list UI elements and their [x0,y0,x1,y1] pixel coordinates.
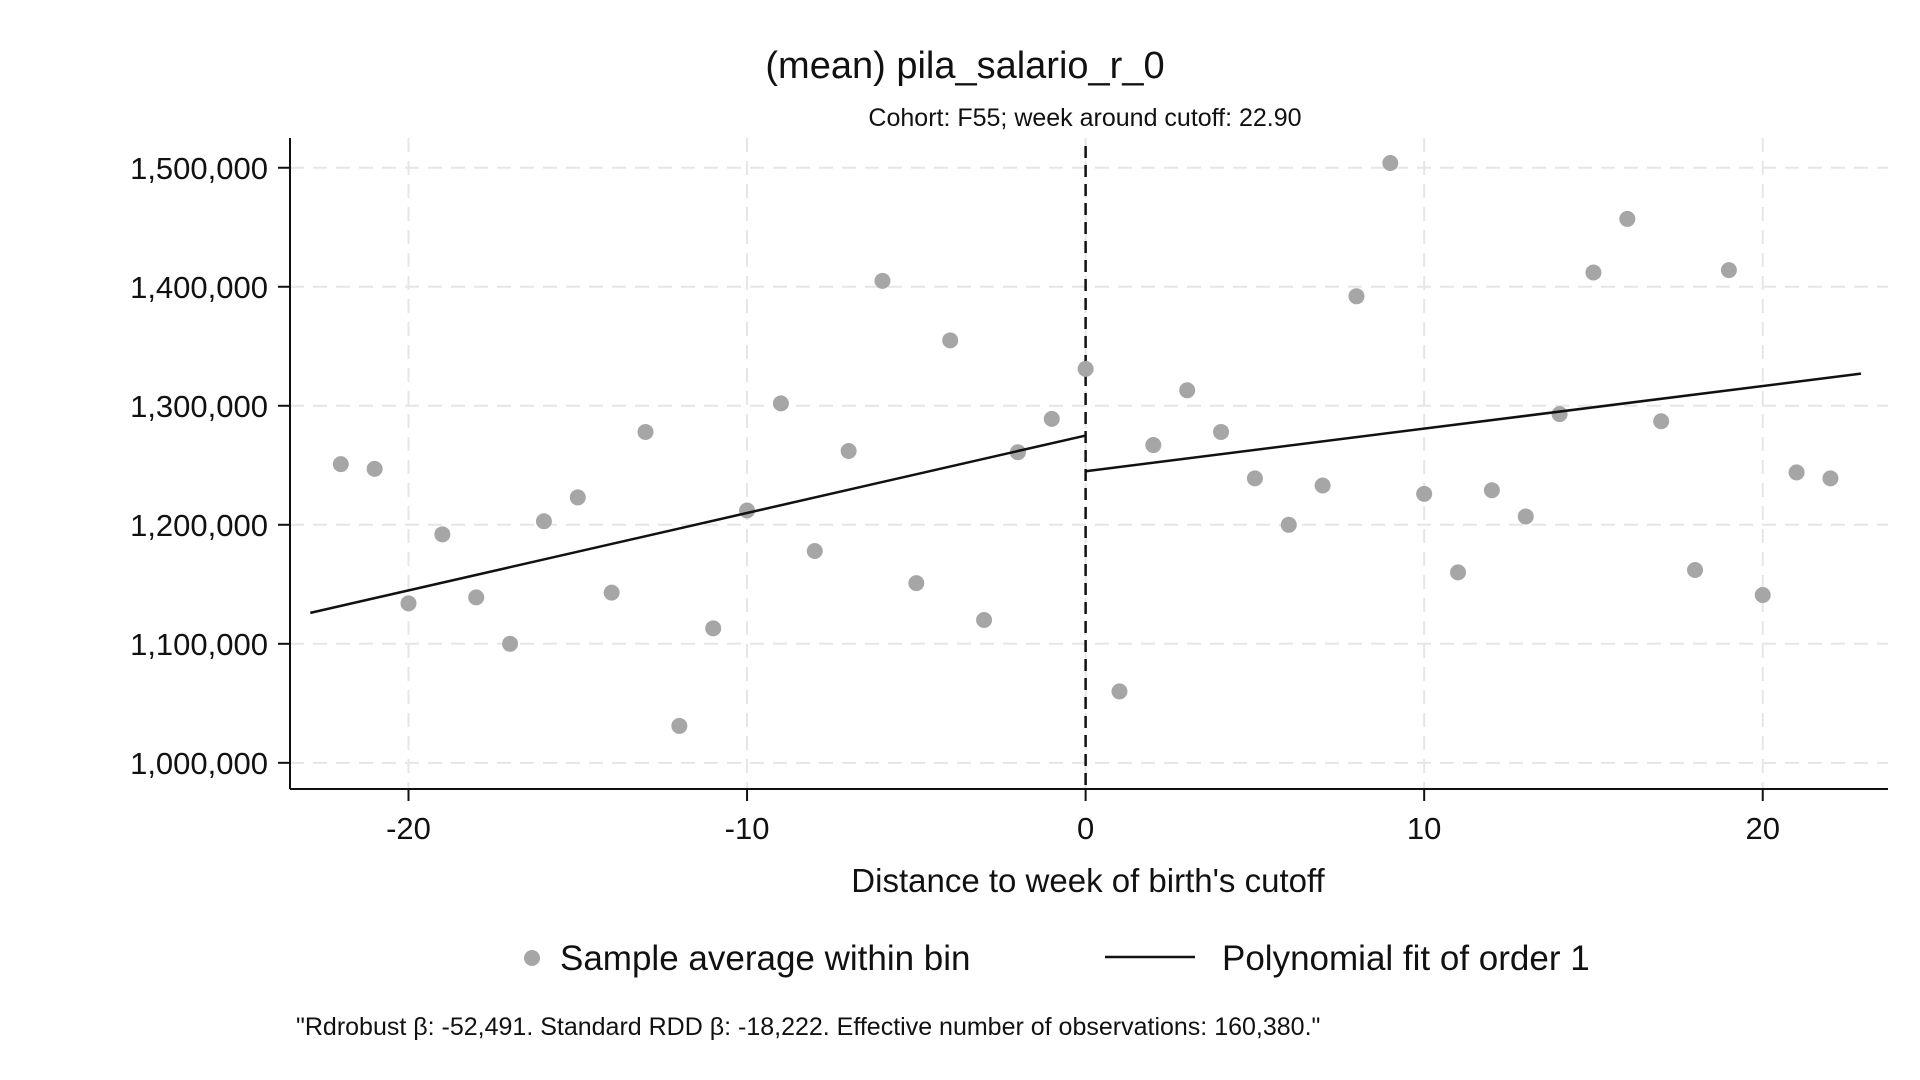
legend: Sample average within bin Polynomial fit… [524,939,1590,978]
data-point [535,513,552,530]
data-point [806,542,823,559]
data-point [1348,288,1365,305]
chart-note: "Rdrobust β: -52,491. Standard RDD β: -1… [296,1013,1320,1041]
data-point [1179,382,1196,399]
data-point [1517,508,1534,525]
data-point [671,717,688,734]
fit-line-segment-left [310,434,1086,615]
legend-marker-scatter [524,950,540,966]
data-point [1788,464,1805,481]
y-ticks: 1,000,000 1,100,000 1,200,000 1,300,000 1,40… [130,151,290,781]
data-point [705,620,722,637]
data-point [1145,437,1162,454]
data-point [502,635,519,652]
data-point [1213,423,1230,440]
data-point [1077,360,1094,377]
x-ticks: -20 -10 0 10 20 [386,789,1780,846]
legend-label-scatter: Sample average within bin [560,939,971,978]
data-point [1483,482,1500,499]
data-point [874,272,891,289]
x-tick-label: -10 [725,811,770,846]
data-point [1754,587,1771,604]
data-point [1619,210,1636,227]
data-point [603,584,620,601]
y-tick-label: 1,400,000 [130,270,268,305]
chart-subtitle: Cohort: F55; week around cutoff: 22.90 [868,104,1301,132]
data-point [366,460,383,477]
fit-line-segment-right [1085,372,1862,473]
y-tick-label: 1,300,000 [130,389,268,424]
data-point [569,489,586,506]
y-tick-label: 1,500,000 [130,151,268,186]
data-point [434,526,451,543]
data-point [1822,470,1839,487]
data-point [1314,477,1331,494]
data-point [840,443,857,460]
chart-title: (mean) pila_salario_r_0 [765,45,1164,87]
data-point [1653,413,1670,430]
data-point [1382,154,1399,171]
data-point [1246,470,1263,487]
data-point [332,456,349,473]
y-tick-label: 1,000,000 [130,746,268,781]
data-point [468,589,485,606]
data-point [1111,683,1128,700]
x-tick-label: 10 [1407,811,1441,846]
data-point [1551,406,1568,423]
data-point [400,595,417,612]
data-point [1585,264,1602,281]
x-tick-label: -20 [386,811,431,846]
y-tick-label: 1,100,000 [130,627,268,662]
x-tick-label: 0 [1077,811,1094,846]
data-point [908,575,925,592]
data-point [1280,516,1297,533]
data-point [976,612,993,629]
grid-lines [290,138,1888,789]
scatter-points [332,154,1839,734]
data-point [1720,262,1737,279]
data-point [1687,562,1704,579]
data-point [1416,485,1433,502]
data-point [772,395,789,412]
data-point [1450,564,1467,581]
y-tick-label: 1,200,000 [130,508,268,543]
data-point [942,332,959,349]
axes [289,138,1888,790]
x-axis-label: Distance to week of birth's cutoff [851,862,1325,899]
x-tick-label: 20 [1745,811,1779,846]
legend-label-line: Polynomial fit of order 1 [1222,939,1590,978]
data-point [637,423,654,440]
fit-lines [310,372,1862,615]
data-point [1043,410,1060,427]
